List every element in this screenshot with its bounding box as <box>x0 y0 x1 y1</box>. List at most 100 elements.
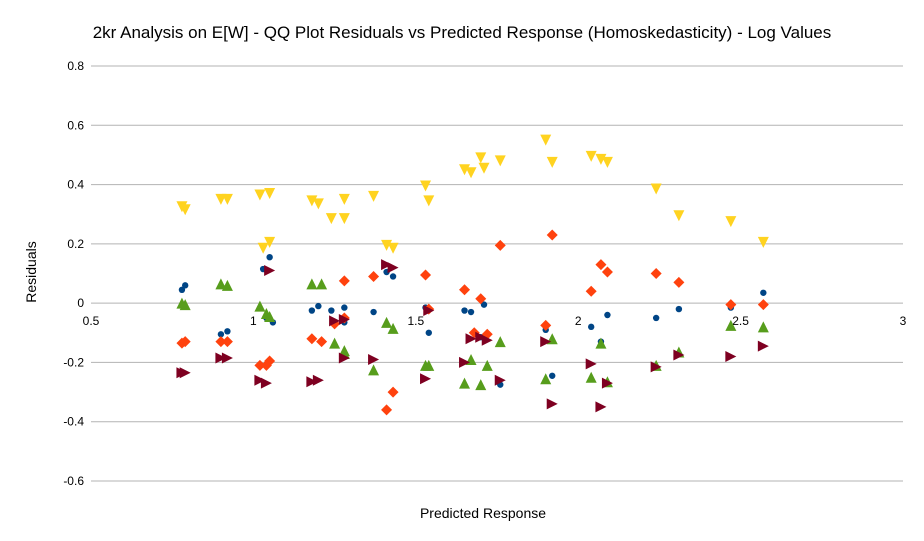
data-point-circle <box>549 372 556 379</box>
data-point-triangle-up <box>381 316 393 328</box>
data-point-triangle-down <box>585 150 597 162</box>
data-point-triangle-up <box>494 336 506 348</box>
x-axis-label: Predicted Response <box>420 505 546 521</box>
data-point-diamond <box>215 336 227 348</box>
data-point-diamond <box>595 259 607 271</box>
y-tick-label: 0.2 <box>67 237 84 251</box>
data-point-diamond <box>381 404 393 416</box>
x-tick-label: 1 <box>250 314 257 328</box>
data-point-triangle-up <box>215 278 227 290</box>
data-point-triangle-down <box>312 198 324 210</box>
data-point-circle <box>181 282 189 289</box>
data-point-triangle-up <box>368 364 380 376</box>
data-point-diamond <box>494 239 506 251</box>
data-point-diamond <box>725 299 737 311</box>
data-point-triangle-right <box>585 358 597 370</box>
data-point-triangle-up <box>423 359 435 371</box>
y-tick-label: -0.2 <box>63 355 84 369</box>
data-point-diamond <box>601 266 613 278</box>
chart-title: 2kr Analysis on E[W] - QQ Plot Residuals… <box>93 23 832 42</box>
data-point-triangle-right <box>368 353 380 365</box>
data-point-triangle-down <box>650 183 662 195</box>
data-point-triangle-right <box>601 377 613 389</box>
data-point-circle <box>760 289 767 296</box>
data-point-triangle-right <box>546 398 558 410</box>
data-point-circle <box>675 305 683 313</box>
y-tick-label: 0.6 <box>67 118 84 132</box>
data-point-diamond <box>368 270 380 282</box>
data-point-triangle-right <box>459 356 471 368</box>
data-point-triangle-down <box>725 216 737 228</box>
data-point-triangle-down <box>459 164 471 176</box>
data-point-triangle-right <box>481 334 493 346</box>
data-point-triangle-up <box>316 278 328 290</box>
data-point-triangle-right <box>264 265 276 277</box>
series-triangle-right <box>176 259 769 413</box>
data-point-diamond <box>650 268 662 279</box>
data-point-triangle-right <box>215 352 227 364</box>
data-point-diamond <box>254 359 266 371</box>
data-point-triangle-up <box>306 278 318 290</box>
data-point-circle <box>341 304 348 311</box>
data-point-triangle-right <box>465 333 477 345</box>
data-point-triangle-down <box>540 134 552 146</box>
data-point-triangle-down <box>601 156 613 168</box>
data-point-diamond <box>264 355 276 367</box>
data-point-triangle-down <box>494 155 506 167</box>
data-point-triangle-up <box>725 319 737 331</box>
data-point-triangle-up <box>595 337 607 349</box>
data-point-triangle-right <box>381 259 393 271</box>
data-point-triangle-down <box>423 195 435 207</box>
data-point-circle <box>604 311 611 319</box>
data-point-triangle-up <box>254 300 266 312</box>
data-point-diamond <box>179 336 191 348</box>
data-point-circle <box>224 328 231 335</box>
data-point-triangle-down <box>673 210 685 222</box>
series-triangle-down <box>176 134 769 254</box>
data-point-circle <box>587 323 595 331</box>
data-point-triangle-down <box>465 167 477 179</box>
data-point-triangle-right <box>420 373 432 385</box>
data-point-triangle-up <box>540 373 552 385</box>
data-point-triangle-down <box>257 242 269 254</box>
data-point-triangle-down <box>338 193 350 205</box>
series-diamond <box>176 229 769 416</box>
data-point-triangle-down <box>264 187 276 199</box>
y-tick-label: -0.6 <box>63 474 84 488</box>
data-point-triangle-right <box>338 352 350 364</box>
data-point-triangle-right <box>757 340 769 352</box>
data-point-triangle-right <box>221 352 233 364</box>
data-point-triangle-up <box>481 359 493 371</box>
data-point-triangle-down <box>478 162 490 174</box>
data-point-triangle-up <box>387 322 399 334</box>
data-point-diamond <box>221 336 233 348</box>
data-point-diamond <box>306 333 318 345</box>
data-point-diamond <box>338 275 350 287</box>
data-point-triangle-down <box>757 236 769 248</box>
data-point-triangle-right <box>494 374 506 386</box>
data-point-triangle-down <box>546 156 558 168</box>
y-tick-label: 0.8 <box>67 59 84 73</box>
data-point-triangle-down <box>420 180 432 192</box>
data-point-circle <box>370 308 377 316</box>
data-point-triangle-up <box>459 377 471 389</box>
x-tick-label: 0.5 <box>83 314 100 328</box>
data-point-triangle-right <box>423 305 435 317</box>
data-point-triangle-up <box>475 379 487 391</box>
data-point-triangle-down <box>368 190 380 202</box>
data-point-circle <box>308 307 316 314</box>
data-point-triangle-down <box>325 213 337 225</box>
data-point-triangle-up <box>221 279 233 291</box>
data-point-triangle-right <box>650 361 662 373</box>
data-point-triangle-up <box>757 321 769 333</box>
y-axis-label: Residuals <box>23 241 39 302</box>
data-point-triangle-right <box>179 367 191 379</box>
data-point-circle <box>467 308 475 316</box>
data-point-circle <box>315 302 322 310</box>
data-point-circle <box>480 301 488 308</box>
data-point-circle <box>178 286 186 294</box>
data-point-triangle-right <box>725 351 737 362</box>
data-point-triangle-up <box>264 310 276 322</box>
tick-labels: -0.6 -0.4 -0.2 0 0.2 0.4 0.6 0.8 0.5 1 1.5 2 2.5 3 <box>63 59 906 488</box>
